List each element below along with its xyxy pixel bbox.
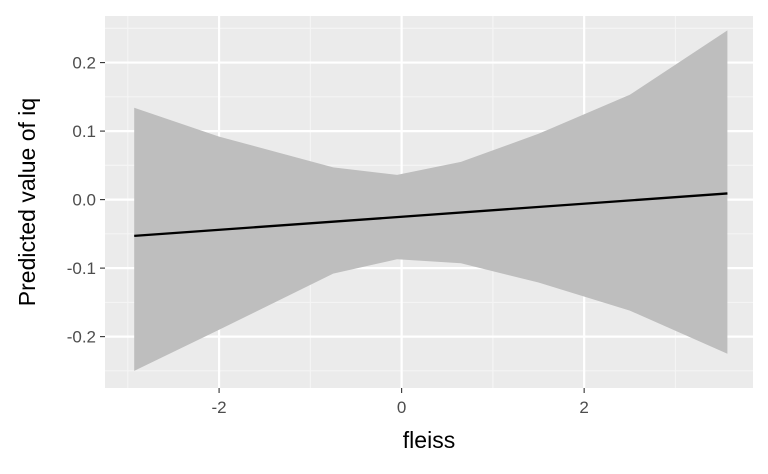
y-tick-label: 0.2 [72,54,96,73]
y-tick-label: 0.0 [72,191,96,210]
y-tick-label: -0.2 [67,328,96,347]
y-tick-label: -0.1 [67,259,96,278]
y-axis-title: Predicted value of iq [14,98,40,306]
y-tick-label: 0.1 [72,122,96,141]
x-tick-label: 0 [397,398,406,417]
x-axis-title: fleiss [403,427,455,453]
y-axis-ticks: -0.2 -0.1 0.0 0.1 0.2 [67,54,105,347]
x-tick-label: -2 [212,398,227,417]
confidence-band [134,30,728,371]
prediction-line [134,192,728,238]
x-axis-ticks: -2 0 2 [212,388,589,417]
x-tick-label: 2 [579,398,588,417]
